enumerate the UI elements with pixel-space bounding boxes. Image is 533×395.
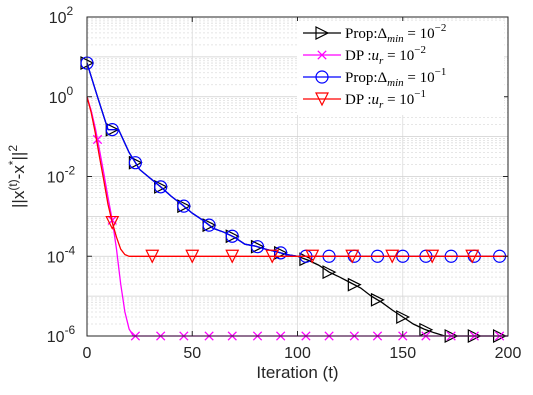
y-tick-label: 10-4 — [47, 243, 76, 266]
x-tick-label: 100 — [284, 345, 311, 362]
legend-entry: DP :ur = 10−2 — [303, 44, 426, 67]
series-marker — [145, 249, 160, 264]
y-label-sup1: (t) — [6, 179, 20, 190]
series-marker — [465, 249, 480, 264]
legend-entry: Prop:Δmin = 10−1 — [303, 66, 446, 89]
y-label-pre: ||x — [9, 190, 28, 208]
y-label-sup2: * — [6, 160, 20, 165]
series-marker — [225, 229, 239, 243]
series-marker — [225, 249, 240, 264]
x-axis-label: Iteration (t) — [256, 363, 338, 382]
legend-marker — [315, 26, 330, 40]
marker-stroke — [92, 134, 103, 145]
series-marker — [265, 249, 280, 264]
y-axis-label: ||x(t)-x*||2 — [6, 145, 28, 208]
series-3 — [86, 96, 508, 264]
series-marker — [154, 180, 168, 194]
y-label-sup3: 2 — [6, 145, 20, 152]
legend-entry: DP :ur = 10−1 — [303, 88, 426, 111]
series-marker — [322, 265, 337, 280]
x-tick-label: 50 — [183, 345, 201, 362]
series-marker — [202, 218, 216, 232]
y-label-mid: -x — [9, 165, 28, 180]
series-marker — [345, 249, 360, 264]
series-marker — [105, 215, 120, 230]
x-tick-label: 150 — [389, 345, 416, 362]
legend-label: DP :ur = 10−2 — [345, 44, 426, 67]
y-tick-label: 100 — [49, 84, 74, 107]
marker-stroke — [317, 50, 327, 60]
series-marker — [347, 277, 362, 292]
series-marker — [250, 240, 265, 254]
y-tick-label: 10-6 — [47, 323, 76, 346]
series-marker — [370, 292, 385, 307]
x-tick-label: 200 — [495, 345, 522, 362]
legend-marker — [317, 50, 327, 60]
y-tick-label: 102 — [49, 4, 74, 27]
series-marker — [177, 199, 191, 213]
legend-marker — [315, 92, 329, 107]
series-marker — [274, 246, 288, 260]
series-line — [86, 96, 508, 257]
legend-marker — [315, 70, 329, 84]
y-tick-label: 10-2 — [47, 164, 76, 187]
legend-label: Prop:Δmin = 10−1 — [345, 66, 446, 89]
series-marker — [128, 156, 143, 170]
series-marker — [92, 134, 103, 145]
series-marker — [305, 249, 320, 264]
x-tick-label: 0 — [83, 345, 92, 362]
legend-label: DP :ur = 10−1 — [345, 88, 426, 111]
ticks: 0 50 100 150 200 10-6 10-4 10-2 100 102 — [47, 4, 522, 362]
series-marker — [105, 123, 119, 137]
series-marker — [419, 322, 434, 337]
legend-entry: Prop:Δmin = 10−2 — [303, 22, 446, 45]
y-label-post: || — [9, 152, 28, 161]
series-marker — [425, 249, 440, 264]
series-marker — [396, 310, 411, 324]
series-marker — [385, 249, 400, 264]
legend-label: Prop:Δmin = 10−2 — [345, 22, 446, 45]
series-marker — [185, 249, 200, 264]
